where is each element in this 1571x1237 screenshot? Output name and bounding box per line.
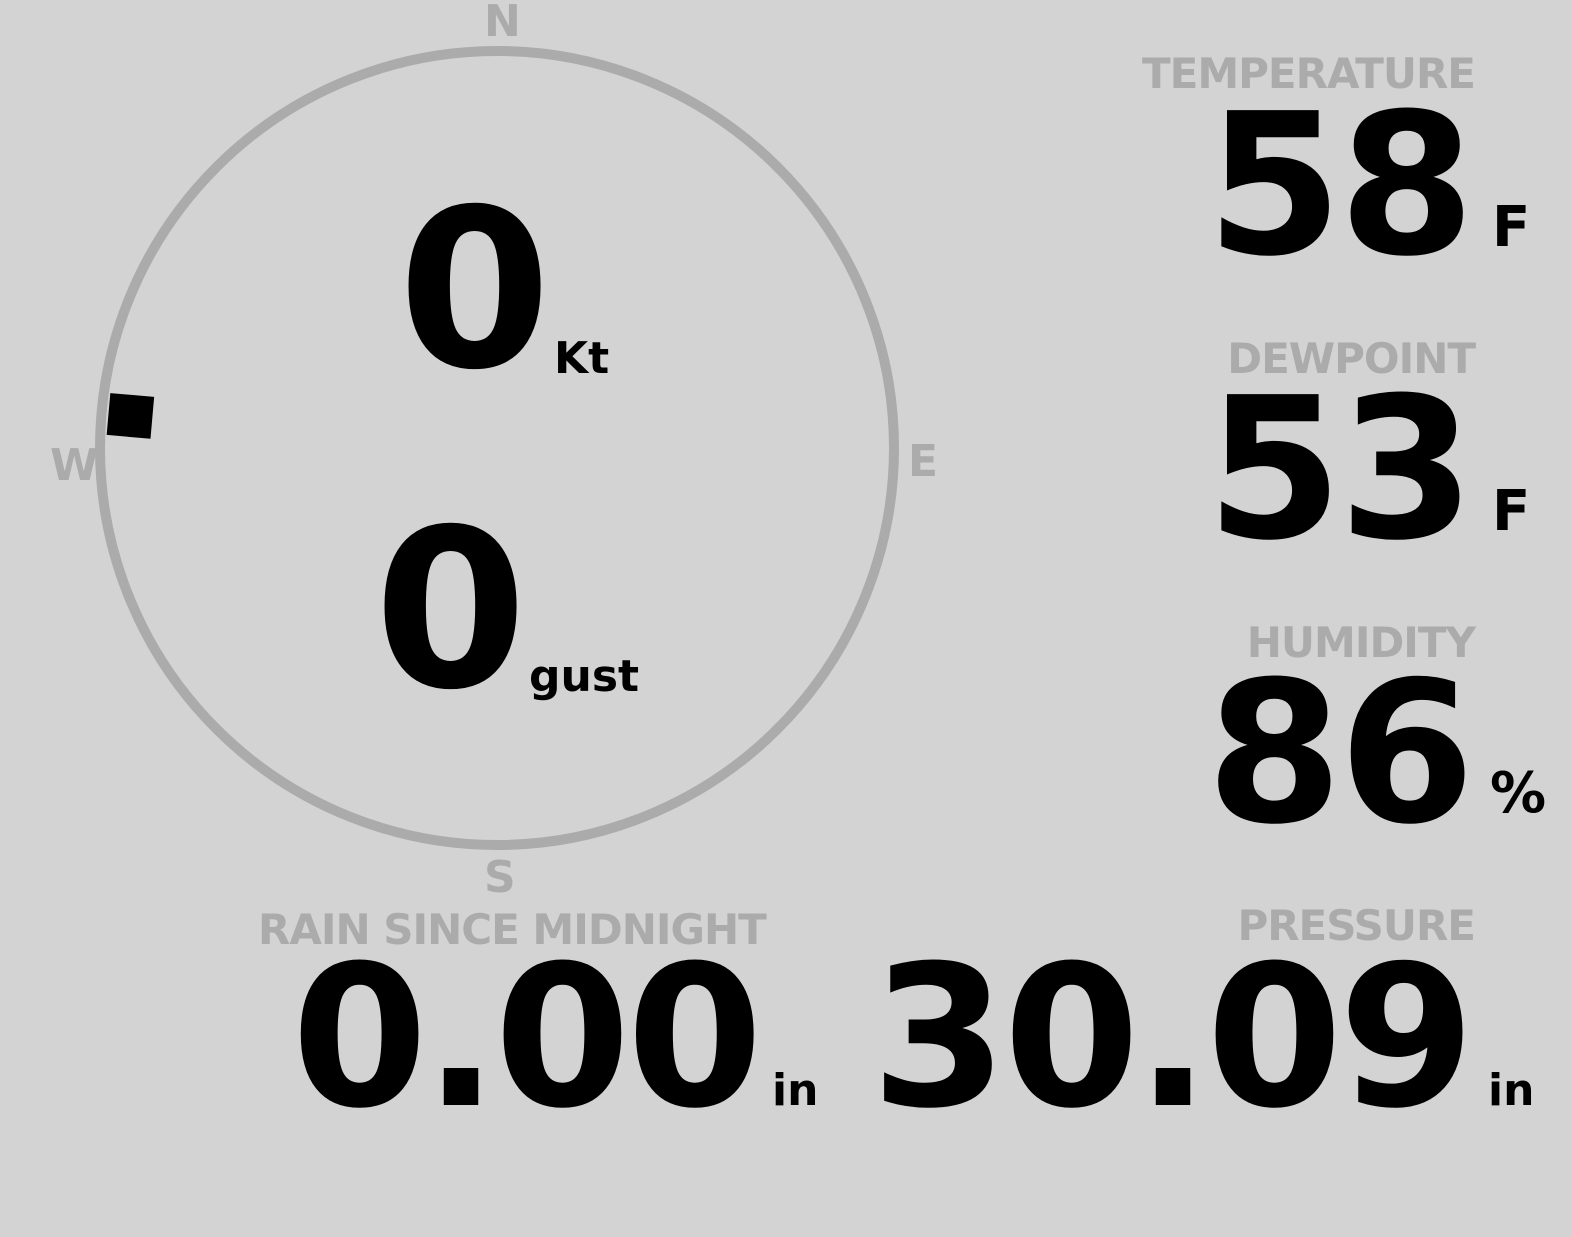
- rain-value: 0.00: [291, 924, 763, 1152]
- dewpoint-value: 53: [1206, 356, 1475, 584]
- compass-west: W: [50, 440, 99, 491]
- humidity-unit: %: [1490, 761, 1547, 826]
- humidity-value: 86: [1206, 640, 1475, 868]
- rain-unit: in: [772, 1065, 819, 1116]
- rain-label: RAIN SINCE MIDNIGHT: [258, 905, 767, 954]
- compass-north: N: [484, 0, 521, 47]
- pressure-value: 30.09: [871, 924, 1475, 1152]
- compass: [95, 46, 899, 850]
- wind-speed-value: 0: [398, 162, 551, 418]
- dewpoint-label: DEWPOINT: [1227, 334, 1476, 383]
- compass-south: S: [484, 852, 516, 903]
- pressure-unit: in: [1488, 1065, 1535, 1116]
- wind-gust-value: 0: [374, 482, 527, 738]
- pressure-label: PRESSURE: [1237, 901, 1476, 950]
- temperature-unit: F: [1492, 195, 1531, 260]
- temperature-label: TEMPERATURE: [1142, 49, 1476, 98]
- humidity-label: HUMIDITY: [1246, 618, 1476, 667]
- dewpoint-unit: F: [1492, 479, 1531, 544]
- wind-direction-marker: [106, 393, 155, 439]
- wind-speed-unit: Kt: [554, 333, 610, 384]
- compass-ring: [95, 46, 899, 850]
- wind-gust-unit: gust: [529, 651, 640, 702]
- compass-east: E: [908, 436, 938, 487]
- temperature-value: 58: [1206, 72, 1475, 300]
